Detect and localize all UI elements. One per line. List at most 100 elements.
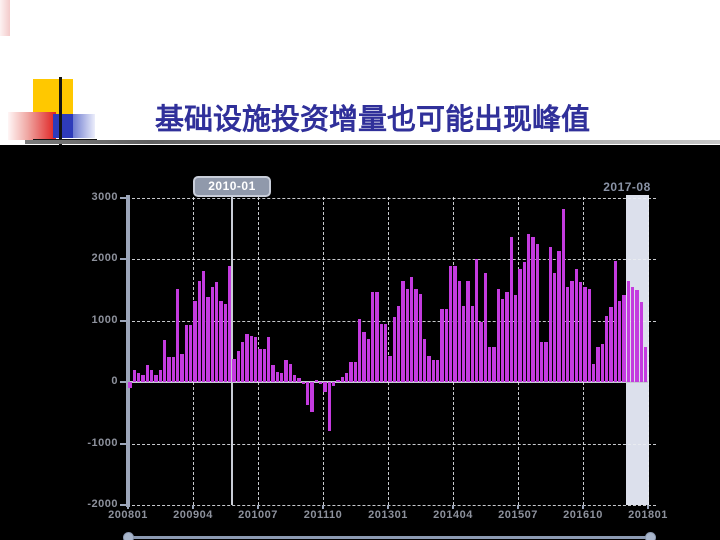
gridline-vertical [388, 197, 389, 505]
bar [366, 338, 371, 382]
bar [154, 375, 158, 382]
bar [293, 375, 297, 382]
bar [353, 361, 358, 382]
x-axis-label: 200801 [108, 509, 148, 521]
bar [613, 260, 618, 382]
x-axis-tick [257, 505, 259, 509]
bar [219, 300, 223, 382]
bar [202, 270, 206, 382]
bar [180, 353, 184, 382]
bar [583, 287, 587, 382]
bar [301, 382, 306, 384]
x-axis-tick [582, 505, 584, 509]
bar [405, 289, 410, 382]
bar [379, 323, 384, 382]
bar [587, 289, 592, 382]
bar [375, 292, 379, 382]
y-axis-tick [120, 258, 127, 260]
x-axis-label: 201801 [628, 509, 668, 521]
gridline-vertical [323, 197, 324, 505]
bar [410, 277, 414, 382]
bar [275, 372, 280, 382]
bar [535, 244, 540, 382]
bar [310, 382, 314, 413]
bar [254, 337, 258, 382]
bar [427, 355, 431, 382]
bar [470, 305, 475, 382]
title-underline [25, 140, 720, 144]
x-axis-tick [387, 505, 389, 509]
bar [635, 290, 639, 382]
scrollbar-handle-left[interactable] [123, 532, 134, 540]
cursor-tooltip: 2010-01 [193, 176, 271, 197]
bar [418, 294, 423, 382]
bar [384, 323, 388, 382]
y-axis-tick [120, 196, 127, 199]
bar [544, 342, 548, 382]
x-axis-label: 201007 [238, 509, 278, 521]
bar [501, 298, 505, 382]
x-axis-tick [322, 505, 324, 509]
bar [392, 317, 397, 382]
scrollbar-handle-right[interactable] [645, 532, 656, 540]
bar [397, 305, 401, 382]
bar [145, 365, 150, 382]
bar [245, 334, 249, 382]
bar [475, 259, 479, 382]
bar [228, 265, 232, 382]
bar [462, 305, 466, 382]
bar [449, 265, 453, 382]
bar [453, 265, 457, 382]
decor-blue-square [53, 114, 73, 138]
bar-chart: 2010-01 2017-08 3000 2000 1000 0 -1000 -2000 2… [0, 145, 720, 540]
gridline-horizontal [127, 320, 656, 322]
bar [314, 380, 319, 382]
gridline-horizontal [127, 505, 656, 506]
x-axis-tick [452, 505, 454, 509]
bar [566, 287, 570, 382]
bar [518, 268, 522, 382]
gridline-horizontal [127, 443, 656, 445]
scrollbar-track[interactable] [128, 536, 652, 539]
bar [401, 280, 405, 382]
y-axis-label: 0 [111, 375, 118, 387]
bar [258, 348, 262, 382]
bar [332, 382, 336, 386]
bar [176, 289, 180, 382]
bar [197, 280, 202, 382]
x-axis-label: 201110 [303, 509, 343, 521]
bar [457, 280, 462, 382]
bar [167, 356, 171, 382]
bar [483, 272, 488, 382]
y-axis-label: 2000 [91, 252, 118, 264]
bar [189, 325, 193, 382]
decor-pale-pink-strip [0, 0, 10, 36]
bar [184, 325, 189, 382]
bar [306, 382, 310, 406]
page-title: 基础设施投资增量也可能出现峰值 [155, 104, 591, 136]
cursor-line [231, 194, 233, 505]
y-axis-line [126, 195, 130, 507]
bar [241, 342, 245, 382]
bar [267, 337, 271, 382]
bar [626, 280, 631, 382]
bar [644, 346, 648, 382]
y-axis-tick [120, 442, 127, 445]
bar [548, 247, 553, 382]
bar [522, 262, 527, 382]
bar [600, 343, 605, 382]
bar [232, 358, 236, 382]
bar [362, 332, 366, 382]
bar [639, 302, 644, 382]
bar [553, 272, 557, 382]
bar [193, 300, 197, 382]
bar [557, 251, 561, 382]
gridline-horizontal [127, 259, 656, 260]
bar [540, 342, 544, 382]
decor-vertical-line [59, 77, 62, 146]
bar [236, 350, 241, 382]
bar [349, 361, 353, 382]
y-axis-tick [120, 504, 127, 506]
bar [631, 287, 635, 382]
